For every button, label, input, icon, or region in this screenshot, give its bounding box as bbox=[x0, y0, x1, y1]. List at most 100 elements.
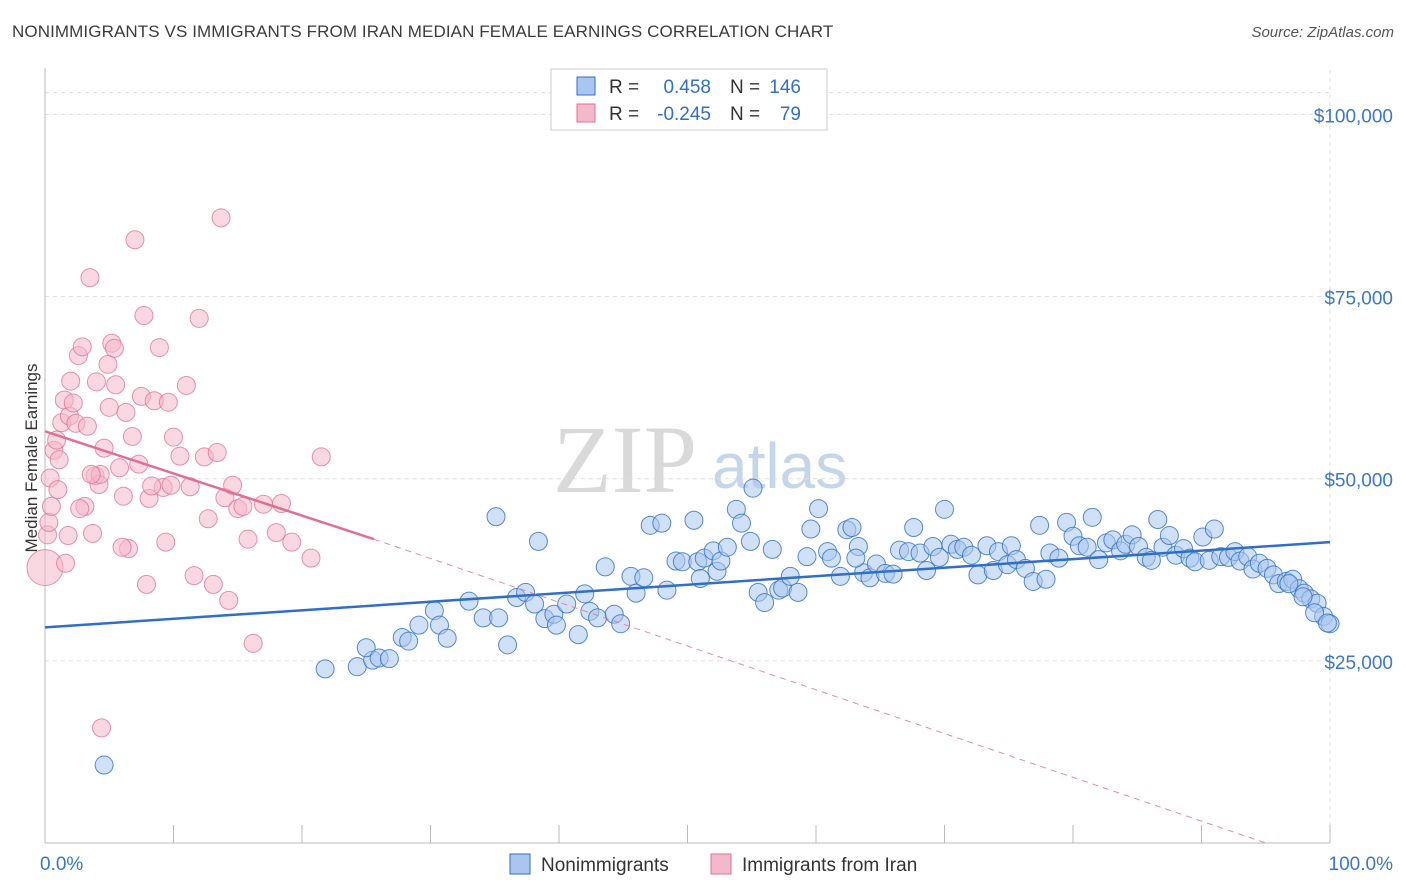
iran-point bbox=[137, 574, 157, 594]
iran-point bbox=[211, 208, 231, 228]
y-tick-labels: $25,000 $50,000 $75,000 $100,000 bbox=[1314, 106, 1393, 673]
nonimmigrant-point bbox=[762, 539, 782, 559]
nonimmigrant-point bbox=[935, 499, 954, 519]
iran-point bbox=[238, 529, 258, 549]
iran-point bbox=[156, 532, 176, 552]
nonimmigrant-trend-line bbox=[44, 540, 1331, 629]
n-value-nonimmigrants: 146 bbox=[769, 77, 801, 98]
r-label-iran: R = bbox=[609, 104, 639, 125]
nonimmigrant-point bbox=[821, 548, 841, 568]
iran-point bbox=[70, 499, 90, 519]
iran-point bbox=[282, 532, 302, 552]
iran-point bbox=[48, 480, 68, 500]
iran-points bbox=[26, 208, 331, 738]
nonimmigrant-point bbox=[486, 507, 506, 527]
nonimmigrant-point bbox=[1279, 574, 1299, 594]
iran-point bbox=[301, 548, 321, 568]
nonimmigrant-point bbox=[94, 755, 114, 775]
iran-point bbox=[203, 574, 223, 594]
stats-swatch-iran bbox=[576, 103, 596, 123]
nonimmigrant-point bbox=[830, 566, 850, 586]
n-value-iran: 79 bbox=[780, 104, 801, 125]
iran-point bbox=[112, 537, 132, 557]
watermark-zip: ZIP bbox=[553, 406, 697, 513]
nonimmigrant-point bbox=[929, 547, 949, 567]
legend-swatch-nonimmigrants bbox=[509, 853, 531, 875]
legend-label-nonimmigrants: Nonimmigrants bbox=[541, 855, 669, 876]
iran-point bbox=[243, 633, 263, 653]
iran-point bbox=[176, 375, 196, 395]
n-label-iran: N = bbox=[730, 104, 760, 125]
iran-point bbox=[223, 475, 243, 495]
x-tick-label-1: 100.0% bbox=[1329, 854, 1394, 875]
iran-point bbox=[49, 450, 69, 470]
n-label-nonimmigrants: N = bbox=[730, 77, 760, 98]
nonimmigrant-point bbox=[409, 615, 429, 635]
nonimmigrant-point bbox=[657, 580, 677, 600]
iran-point bbox=[81, 464, 101, 484]
nonimmigrant-point bbox=[498, 635, 518, 655]
r-value-nonimmigrants: 0.458 bbox=[663, 77, 711, 98]
nonimmigrant-point bbox=[459, 591, 479, 611]
iran-point bbox=[41, 496, 61, 516]
nonimmigrant-point bbox=[379, 649, 399, 669]
iran-point bbox=[77, 416, 97, 436]
iran-point bbox=[106, 375, 126, 395]
iran-point bbox=[86, 372, 106, 392]
nonimmigrant-point bbox=[634, 568, 654, 588]
iran-point bbox=[80, 268, 100, 288]
stats-legend: R = 0.458 N = 146 R = -0.245 N = 79 bbox=[550, 68, 828, 131]
r-label-nonimmigrants: R = bbox=[609, 77, 639, 98]
iran-point bbox=[83, 523, 103, 543]
iran-point bbox=[142, 476, 162, 496]
chart-title: NONIMMIGRANTS VS IMMIGRANTS FROM IRAN ME… bbox=[12, 22, 834, 41]
nonimmigrant-point bbox=[595, 557, 615, 577]
nonimmigrant-point bbox=[740, 531, 760, 551]
iran-point bbox=[149, 338, 169, 358]
nonimmigrant-point bbox=[489, 608, 509, 628]
y-tick-label-0: $25,000 bbox=[1324, 653, 1393, 674]
nonimmigrant-point bbox=[1077, 537, 1097, 557]
iran-point bbox=[198, 509, 218, 529]
nonimmigrant-point bbox=[1049, 548, 1069, 568]
trend-lines bbox=[44, 430, 1331, 844]
y-tick-label-1: $50,000 bbox=[1324, 471, 1393, 492]
nonimmigrant-point bbox=[743, 478, 763, 498]
nonimmigrant-point bbox=[1317, 613, 1337, 633]
iran-point bbox=[184, 566, 204, 586]
nonimmigrant-point bbox=[575, 584, 595, 604]
iran-point bbox=[92, 718, 112, 738]
nonimmigrant-point bbox=[961, 545, 981, 565]
iran-point bbox=[125, 230, 145, 250]
iran-point bbox=[219, 590, 239, 610]
nonimmigrant-point bbox=[652, 513, 672, 533]
axes bbox=[44, 68, 1331, 844]
iran-point bbox=[61, 371, 81, 391]
iran-point bbox=[98, 354, 118, 374]
nonimmigrant-point bbox=[1036, 569, 1056, 589]
nonimmigrant-point bbox=[356, 638, 376, 658]
nonimmigrant-point bbox=[801, 519, 821, 539]
nonimmigrant-point bbox=[788, 582, 808, 602]
nonimmigrant-point bbox=[1204, 519, 1224, 539]
legend-label-iran: Immigrants from Iran bbox=[742, 855, 917, 876]
nonimmigrant-point bbox=[568, 625, 588, 645]
nonimmigrant-point bbox=[684, 510, 704, 530]
nonimmigrant-point bbox=[904, 518, 924, 538]
watermark-atlas: atlas bbox=[712, 430, 847, 502]
y-axis-title: Median Female Earnings bbox=[22, 364, 41, 553]
iran-point bbox=[266, 523, 286, 543]
iran-point bbox=[56, 553, 76, 573]
iran-point bbox=[63, 393, 83, 413]
nonimmigrant-point bbox=[731, 513, 751, 533]
r-value-iran: -0.245 bbox=[657, 104, 711, 125]
nonimmigrant-point bbox=[1148, 510, 1168, 530]
iran-point bbox=[189, 308, 209, 328]
iran-point bbox=[122, 426, 142, 446]
iran-point bbox=[113, 486, 133, 506]
y-tick-label-2: $75,000 bbox=[1324, 289, 1393, 310]
bottom-legend: Nonimmigrants Immigrants from Iran bbox=[509, 853, 917, 876]
nonimmigrant-point bbox=[797, 547, 817, 567]
nonimmigrant-point bbox=[546, 615, 566, 635]
iran-point bbox=[104, 338, 124, 358]
